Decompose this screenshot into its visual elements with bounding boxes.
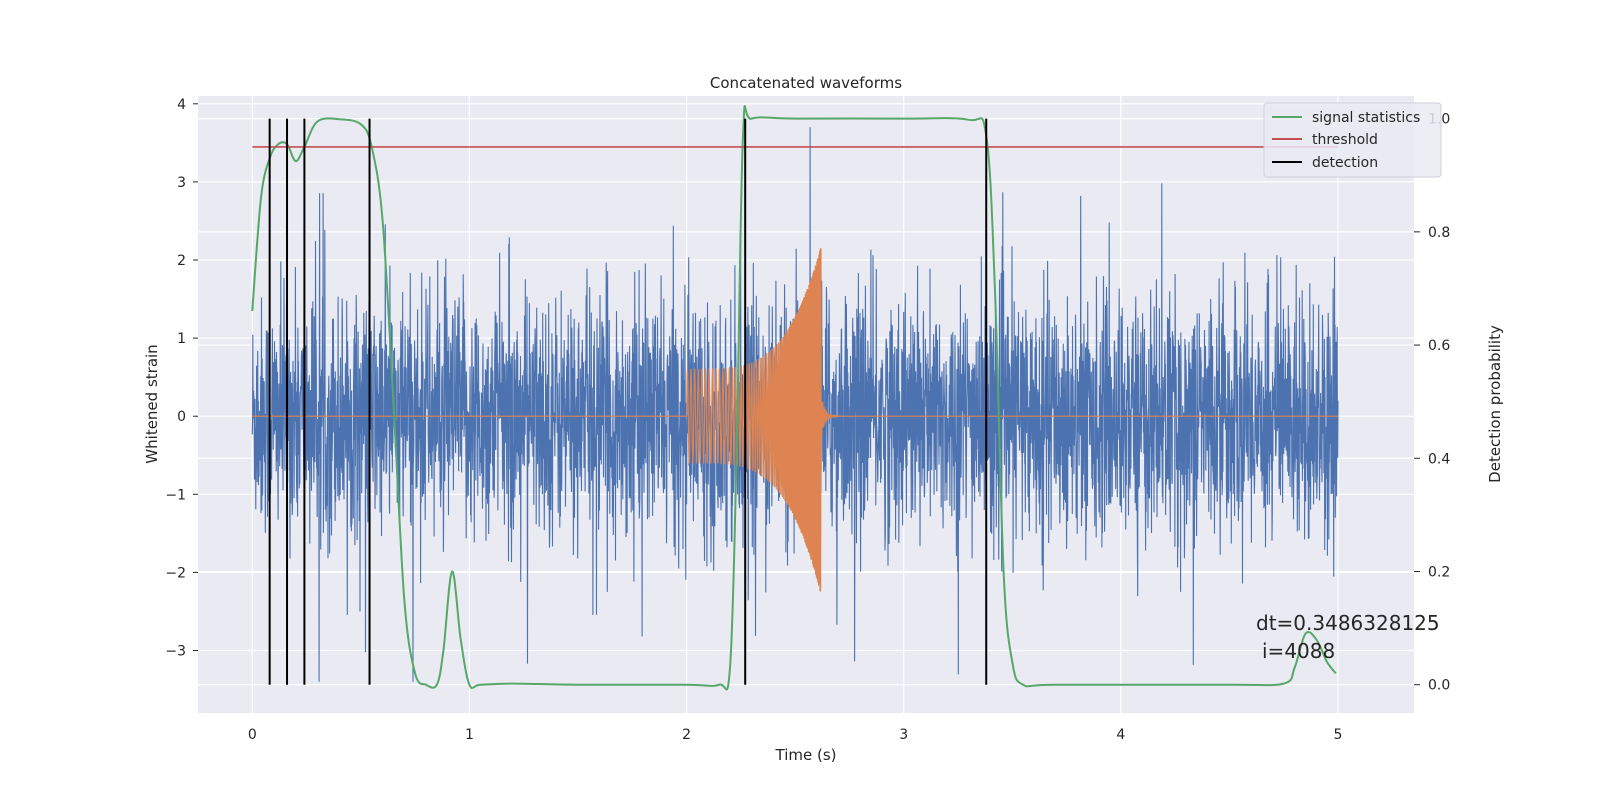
x-tick-label: 0 bbox=[248, 727, 257, 743]
detection-lines bbox=[268, 118, 988, 685]
y-tick-label: −1 bbox=[165, 487, 186, 503]
y-tick-label: 0 bbox=[177, 409, 186, 425]
y-tick-label: −3 bbox=[165, 644, 186, 660]
x-axis-label: Time (s) bbox=[775, 746, 837, 764]
x-tick-label: 1 bbox=[465, 727, 474, 743]
annotation-i: i=4088 bbox=[1262, 639, 1335, 663]
right-y-tick-label: 0.8 bbox=[1428, 225, 1450, 241]
x-tick-label: 3 bbox=[899, 727, 908, 743]
injection-line bbox=[252, 248, 1339, 592]
y-axis-ticks: −3 −2 −1 0 1 2 3 4 bbox=[165, 97, 198, 660]
right-y-tick-label: 0.6 bbox=[1428, 338, 1450, 354]
y-tick-label: −2 bbox=[165, 565, 186, 581]
y-tick-label: 4 bbox=[177, 97, 186, 113]
right-y-tick-label: 0.4 bbox=[1428, 451, 1450, 467]
legend-label-detection: detection bbox=[1312, 155, 1378, 171]
legend-label-threshold: threshold bbox=[1312, 132, 1378, 148]
signal-statistics-series bbox=[251, 105, 1337, 691]
x-tick-label: 4 bbox=[1116, 727, 1125, 743]
y-tick-label: 2 bbox=[177, 253, 186, 269]
x-tick-label: 5 bbox=[1334, 727, 1343, 743]
x-axis-ticks: 0 1 2 3 4 5 bbox=[248, 727, 1343, 743]
y-tick-label: 1 bbox=[177, 331, 186, 347]
signal-statistics-line bbox=[251, 105, 1337, 691]
injection-series bbox=[252, 248, 1339, 592]
y-axis-label: Whitened strain bbox=[143, 344, 161, 463]
annotation-dt: dt=0.3486328125 bbox=[1256, 611, 1440, 635]
chart-title: Concatenated waveforms bbox=[710, 74, 902, 92]
right-y-tick-label: 0.2 bbox=[1428, 564, 1450, 580]
right-y-axis-label: Detection probability bbox=[1486, 325, 1504, 483]
y-tick-label: 3 bbox=[177, 175, 186, 191]
x-tick-label: 2 bbox=[682, 727, 691, 743]
legend: signal statistics threshold detection bbox=[1263, 102, 1442, 178]
legend-label-signal-statistics: signal statistics bbox=[1312, 110, 1420, 126]
right-y-tick-label: 0.0 bbox=[1428, 678, 1450, 694]
right-y-axis-ticks: 0.00.20.40.60.81.0 bbox=[1414, 112, 1450, 694]
legend-box bbox=[1263, 102, 1442, 178]
